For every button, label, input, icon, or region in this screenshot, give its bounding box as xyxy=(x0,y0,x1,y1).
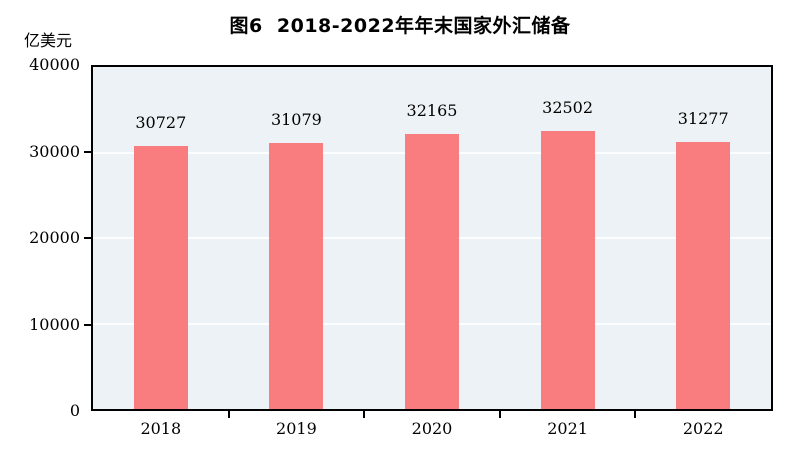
y-axis-tick-label: 10000 xyxy=(29,314,80,334)
bar-value-label: 30727 xyxy=(135,113,187,133)
y-axis-tick-mark xyxy=(84,323,91,326)
y-axis-tick-mark xyxy=(84,150,91,153)
plot-area: 30727 31079 32165 32502 31277 xyxy=(91,65,773,411)
y-axis-tick-label: 40000 xyxy=(29,55,80,74)
bar-2021 xyxy=(540,131,595,409)
chart-title: 图6 2018-2022年年末国家外汇储备 xyxy=(229,15,571,37)
bar-2018 xyxy=(133,146,188,409)
x-axis-tick-label: 2021 xyxy=(547,419,588,438)
bar-2019 xyxy=(269,143,324,409)
y-axis-tick-label: 20000 xyxy=(29,228,80,247)
bar-2020 xyxy=(405,134,459,409)
x-axis-tick-mark xyxy=(498,411,501,418)
bar-value-label: 32165 xyxy=(406,101,458,120)
x-axis-tick-mark xyxy=(227,411,230,418)
x-axis-tick-mark xyxy=(363,411,366,418)
x-axis-tick-label: 2018 xyxy=(140,419,182,438)
bar-value-label: 31079 xyxy=(270,110,322,130)
x-axis-tick-label: 2020 xyxy=(411,419,453,438)
bar-value-label: 31277 xyxy=(677,108,729,128)
bar-value-label: 32502 xyxy=(542,98,594,118)
y-axis-tick-label: 0 xyxy=(69,401,80,420)
x-axis-tick-label: 2019 xyxy=(276,419,317,438)
y-axis-unit-label: 亿美元 xyxy=(24,31,73,50)
x-axis-tick-mark xyxy=(634,411,637,418)
x-axis-tick-label: 2022 xyxy=(682,419,724,438)
bar-2022 xyxy=(676,141,731,409)
y-axis-tick-label: 30000 xyxy=(29,141,80,161)
y-axis-tick-mark xyxy=(84,237,91,239)
